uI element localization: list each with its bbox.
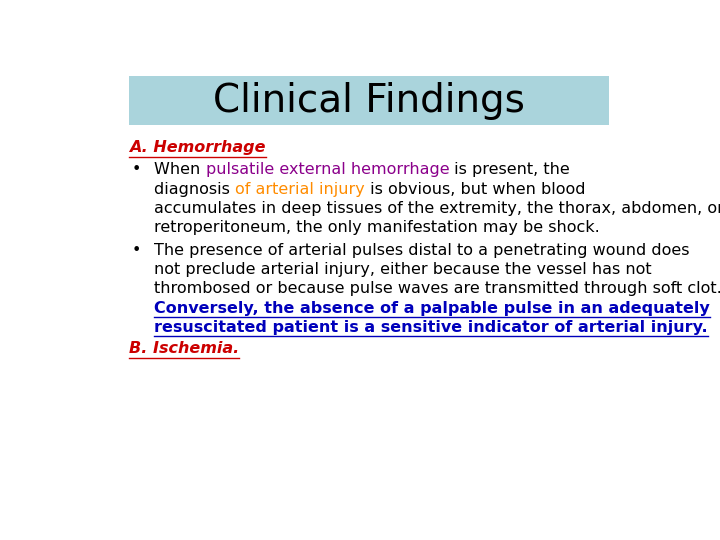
Text: B. Ischemia.: B. Ischemia. <box>129 341 239 356</box>
Text: The presence of arterial pulses distal to a penetrating wound does: The presence of arterial pulses distal t… <box>154 243 690 258</box>
Text: pulsatile external hemorrhage: pulsatile external hemorrhage <box>205 162 449 177</box>
Bar <box>129 76 609 125</box>
Text: A. Hemorrhage: A. Hemorrhage <box>129 140 266 156</box>
Text: •: • <box>132 243 141 258</box>
Text: is obvious, but when blood: is obvious, but when blood <box>365 182 585 197</box>
Text: When: When <box>154 162 205 177</box>
Text: Conversely, the absence of a palpable pulse in an adequately: Conversely, the absence of a palpable pu… <box>154 301 710 315</box>
Text: Clinical Findings: Clinical Findings <box>213 82 525 119</box>
Text: not preclude arterial injury, either because the vessel has not: not preclude arterial injury, either bec… <box>154 262 652 277</box>
Text: thrombosed or because pulse waves are transmitted through soft clot.: thrombosed or because pulse waves are tr… <box>154 281 720 296</box>
Text: •: • <box>132 162 141 177</box>
Text: diagnosis: diagnosis <box>154 182 235 197</box>
Text: retroperitoneum, the only manifestation may be shock.: retroperitoneum, the only manifestation … <box>154 220 600 235</box>
Text: resuscitated patient is a sensitive indicator of arterial injury.: resuscitated patient is a sensitive indi… <box>154 320 708 335</box>
Text: accumulates in deep tissues of the extremity, the thorax, abdomen, or: accumulates in deep tissues of the extre… <box>154 201 720 216</box>
Text: is present, the: is present, the <box>449 162 570 177</box>
Text: of arterial injury: of arterial injury <box>235 182 365 197</box>
